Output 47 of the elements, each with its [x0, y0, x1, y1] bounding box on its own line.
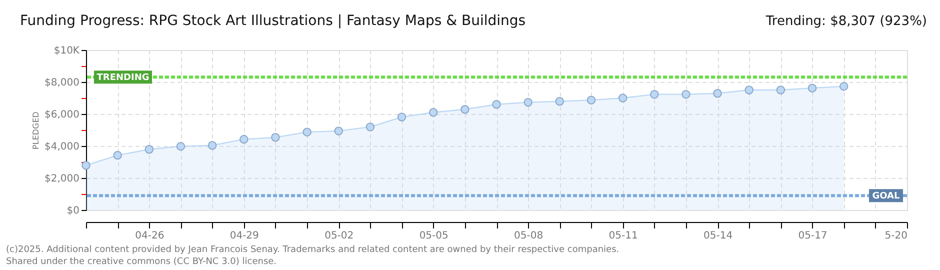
point — [650, 90, 659, 99]
point — [113, 150, 122, 160]
point — [808, 84, 817, 92]
chart-subtitle: Trending: $8,307 (923%) — [764, 14, 927, 29]
point — [397, 112, 406, 122]
point — [366, 122, 375, 132]
x-tick-label: 05-14 — [704, 230, 733, 242]
point — [492, 100, 501, 109]
point — [555, 96, 564, 106]
x-tick-label: 05-17 — [798, 230, 828, 242]
y-tick-label: $0 — [66, 206, 80, 216]
point — [176, 142, 186, 151]
y-axis-title: PLEDGED — [32, 112, 41, 150]
y-tick-label: $8,000 — [44, 78, 80, 88]
point — [302, 128, 312, 136]
y-tick-label: $4,000 — [44, 142, 80, 152]
text: Shared under the creative commons (CC BY-NC 3.0) license. — [6, 257, 277, 267]
ref-line-label: GOAL — [872, 192, 900, 202]
point — [713, 88, 722, 98]
point — [428, 108, 438, 117]
y-tick-label: $10K — [54, 46, 80, 56]
point — [776, 86, 786, 94]
chart-title: Funding Progress: RPG Stock Art Illustrations | Fantasy Maps & Buildings — [20, 13, 526, 29]
point — [586, 96, 596, 104]
point — [334, 126, 343, 136]
point — [839, 82, 848, 91]
ref-line-label: TRENDING — [96, 73, 150, 84]
y-tick-label: $2,000 — [44, 174, 80, 184]
x-tick-label: 05-02 — [324, 230, 354, 242]
x-tick-label: 05-05 — [419, 230, 448, 242]
point — [460, 104, 470, 114]
x-tick-label: 04-29 — [230, 230, 259, 242]
x-tick-label: 05-08 — [514, 230, 544, 242]
y-tick-label: $6,000 — [44, 110, 80, 120]
text: (c)2025. Additional content provided by Jean Francois Senay. Trademarks and related content are owned by their respective companies. — [6, 245, 620, 255]
point — [144, 144, 154, 154]
point — [240, 134, 248, 144]
x-tick-label: 5-20 — [884, 230, 908, 242]
point — [744, 86, 754, 94]
point — [682, 90, 690, 99]
x-tick-label: 04-26 — [135, 230, 164, 242]
point — [82, 160, 90, 170]
point — [271, 132, 280, 142]
point — [618, 94, 628, 102]
point — [524, 98, 532, 107]
point — [208, 140, 217, 150]
x-tick-label: 05-11 — [608, 230, 638, 242]
